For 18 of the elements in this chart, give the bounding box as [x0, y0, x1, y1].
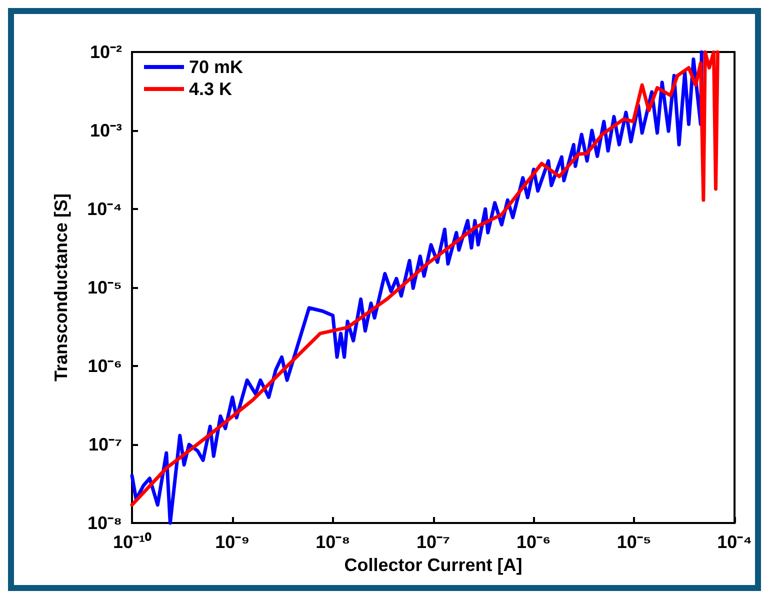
y-tick-label: 10⁻² [90, 42, 122, 62]
y-tick-label: 10⁻⁵ [88, 278, 122, 298]
x-tick-label: 10⁻¹⁰ [112, 532, 152, 552]
y-tick-label: 10⁻⁸ [87, 513, 122, 533]
x-tick-label: 10⁻⁹ [215, 532, 250, 552]
x-tick-label: 10⁻⁵ [616, 532, 652, 552]
legend-label: 70 mK [189, 57, 244, 77]
x-tick-label: 10⁻⁶ [516, 532, 551, 552]
x-tick-label: 10⁻⁷ [416, 532, 450, 552]
y-tick-label: 10⁻⁴ [87, 199, 122, 219]
y-tick-label: 10⁻⁶ [88, 356, 122, 376]
y-axis-title: Transconductance [S] [51, 193, 71, 382]
y-tick-label: 10⁻⁷ [88, 434, 122, 454]
x-tick-label: 10⁻⁴ [717, 532, 752, 552]
y-tick-label: 10⁻³ [90, 120, 122, 140]
x-tick-label: 10⁻⁸ [316, 532, 350, 552]
legend-label: 4.3 K [189, 79, 232, 99]
x-axis-title: Collector Current [A] [344, 554, 522, 575]
